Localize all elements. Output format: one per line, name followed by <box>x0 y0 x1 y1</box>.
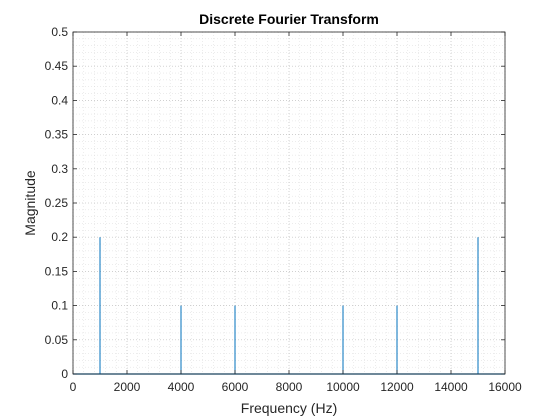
x-tick-label: 6000 <box>222 380 249 394</box>
y-axis-title: Magnitude <box>22 170 38 236</box>
y-tick-label: 0.15 <box>45 264 69 278</box>
y-tick-label: 0.3 <box>51 162 68 176</box>
x-tick-labels: 0 2000 4000 6000 8000 10000 12000 14000 16000 <box>70 380 522 394</box>
y-tick-label: 0 <box>61 367 68 381</box>
y-tick-label: 0.1 <box>51 299 68 313</box>
chart-title: Discrete Fourier Transform <box>199 11 379 27</box>
x-tick-label: 8000 <box>276 380 303 394</box>
y-tick-labels: 0 0.05 0.1 0.15 0.2 0.25 0.3 0.35 0.4 0.45 0.5 <box>45 25 69 381</box>
x-tick-label: 4000 <box>168 380 195 394</box>
y-tick-label: 0.5 <box>51 25 68 39</box>
y-tick-label: 0.35 <box>45 128 69 142</box>
x-tick-label: 0 <box>70 380 77 394</box>
y-tick-label: 0.4 <box>51 93 68 107</box>
y-tick-label: 0.2 <box>51 230 68 244</box>
x-tick-label: 2000 <box>114 380 141 394</box>
x-tick-label: 14000 <box>434 380 468 394</box>
y-tick-label: 0.25 <box>45 196 69 210</box>
x-tick-label: 10000 <box>326 380 360 394</box>
x-axis-title: Frequency (Hz) <box>241 400 337 416</box>
x-tick-label: 16000 <box>488 380 522 394</box>
y-tick-label: 0.05 <box>45 333 69 347</box>
x-tick-label: 12000 <box>380 380 414 394</box>
ticks <box>72 31 506 375</box>
y-tick-label: 0.45 <box>45 59 69 73</box>
